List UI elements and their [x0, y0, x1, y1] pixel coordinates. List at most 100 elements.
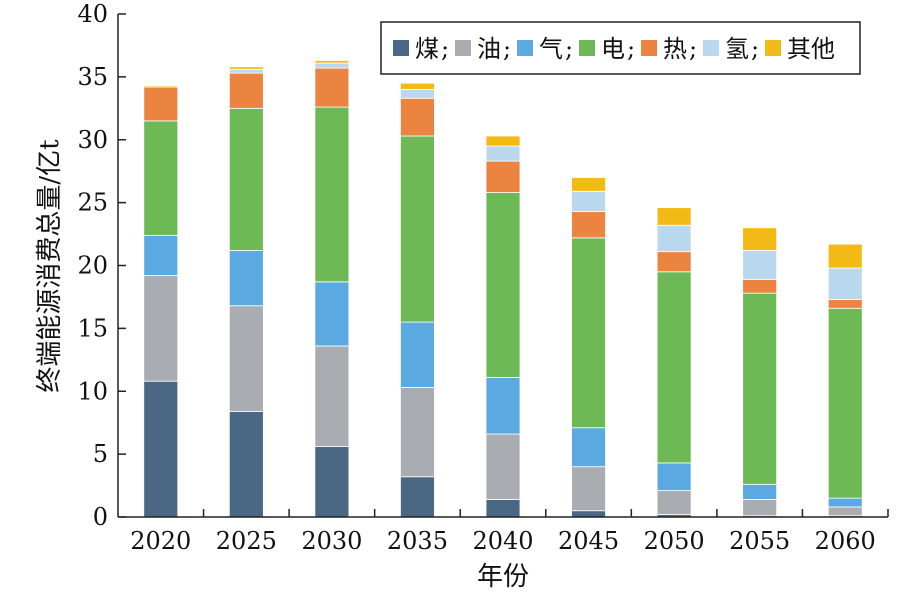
bar-segment-2040-0: [485, 498, 521, 518]
bar-segment-2040-6: [485, 135, 521, 147]
bar-segment-2050-1: [656, 490, 692, 515]
bar-segment-2045-5: [571, 190, 606, 212]
bar-segment-2035-0: [400, 476, 435, 518]
bar-segment-2020-0: [143, 380, 179, 518]
legend-label: 氢: [725, 35, 749, 63]
legend-swatch: [703, 40, 719, 56]
bar-segment-2035-5: [400, 89, 435, 99]
bar-segment-2050-5: [656, 224, 692, 253]
y-axis-ticks: 0 5 10 15 20 25 30 35 40: [77, 0, 126, 531]
bar-segment-2055-4: [742, 278, 778, 294]
y-tick-label: 5: [93, 440, 108, 468]
bar-segment-2040-4: [485, 160, 521, 193]
bar-segment-2050-2: [656, 462, 692, 491]
legend-swatch: [455, 40, 471, 56]
bar-segment-2030-2: [314, 281, 350, 347]
bar-segment-2030-4: [314, 67, 350, 108]
legend-label: 煤: [415, 35, 439, 63]
x-tick-label: 2035: [387, 527, 448, 555]
bar-segment-2020-3: [143, 120, 179, 236]
y-tick-label: 20: [77, 252, 108, 280]
legend-separator: ;: [627, 35, 635, 63]
legend-swatch: [765, 40, 781, 56]
legend-label: 热: [663, 35, 687, 63]
bar-segment-2035-6: [400, 82, 435, 90]
bar-segment-2030-6: [314, 60, 350, 64]
y-tick-label: 40: [77, 0, 108, 28]
y-tick-label: 30: [77, 126, 108, 154]
bar-segment-2020-1: [143, 275, 179, 382]
bar-segment-2040-5: [485, 145, 521, 162]
bar-segment-2030-0: [314, 446, 350, 518]
bar-segment-2040-1: [485, 433, 521, 500]
y-tick-label: 0: [93, 503, 108, 531]
x-tick-label: 2045: [558, 527, 619, 555]
bar-segment-2050-4: [656, 251, 692, 273]
legend-separator: ;: [689, 35, 697, 63]
legend-label: 油: [477, 35, 501, 63]
x-tick-label: 2040: [472, 527, 533, 555]
y-tick-label: 15: [77, 314, 108, 342]
bar-segment-2050-6: [656, 207, 692, 226]
y-tick-label: 35: [77, 63, 108, 91]
bar-segment-2025-0: [228, 410, 264, 518]
x-tick-label: 2025: [216, 527, 277, 555]
bar-segment-2035-3: [400, 135, 435, 323]
bar-segment-2060-1: [827, 506, 863, 517]
bar-segment-2025-3: [228, 107, 264, 251]
legend: 煤; 油; 气; 电; 热; 氢; 其他: [380, 21, 861, 75]
bar-segment-2055-3: [742, 292, 778, 485]
bar-segment-2045-4: [571, 211, 606, 239]
bar-segment-2030-5: [314, 62, 350, 69]
bar-segment-2045-1: [571, 466, 606, 512]
bars-group: [143, 60, 863, 518]
x-tick-label: 2050: [644, 527, 705, 555]
bar-segment-2035-1: [400, 387, 435, 478]
x-tick-label: 2030: [301, 527, 362, 555]
bar-segment-2060-4: [827, 299, 863, 309]
bar-segment-2045-3: [571, 237, 606, 429]
legend-swatch: [579, 40, 595, 56]
bar-segment-2020-6: [143, 85, 179, 88]
y-tick-label: 10: [77, 377, 108, 405]
bar-segment-2060-2: [827, 497, 863, 508]
bar-segment-2025-4: [228, 72, 264, 109]
legend-separator: ;: [565, 35, 573, 63]
bar-segment-2055-6: [742, 227, 778, 251]
bar-segment-2025-5: [228, 68, 264, 74]
x-tick-label: 2055: [729, 527, 790, 555]
bar-segment-2040-2: [485, 377, 521, 435]
bar-segment-2035-2: [400, 321, 435, 388]
legend-label: 电: [601, 35, 625, 63]
bar-segment-2025-1: [228, 305, 264, 412]
bar-segment-2035-4: [400, 97, 435, 137]
bar-segment-2025-2: [228, 250, 264, 307]
y-axis-title: 终端能源消费总量/亿t: [35, 139, 65, 393]
bar-segment-2055-1: [742, 498, 778, 517]
bar-segment-2055-2: [742, 483, 778, 500]
legend-separator: ;: [503, 35, 511, 63]
bar-segment-2060-5: [827, 267, 863, 300]
bar-segment-2060-3: [827, 307, 863, 499]
y-tick-label: 25: [77, 189, 108, 217]
legend-separator: ;: [441, 35, 449, 63]
bar-segment-2025-6: [228, 66, 264, 70]
bar-segment-2060-6: [827, 243, 863, 269]
legend-label: 其他: [787, 35, 835, 63]
x-tick-label: 2020: [130, 527, 191, 555]
legend-swatch: [517, 40, 533, 56]
x-axis-title: 年份: [477, 562, 529, 592]
legend-swatch: [393, 40, 409, 56]
bar-segment-2030-1: [314, 345, 350, 447]
legend-separator: ;: [751, 35, 759, 63]
x-tick-label: 2060: [815, 527, 876, 555]
legend-swatch: [641, 40, 657, 56]
bar-segment-2040-3: [485, 192, 521, 378]
x-axis-ticks: 2020 2025 2030 2035 2040 2045 2050 2055 2060: [130, 509, 889, 555]
bar-segment-2055-5: [742, 250, 778, 280]
bar-segment-2050-3: [656, 271, 692, 464]
bar-segment-2045-0: [571, 510, 606, 518]
legend-label: 气: [539, 35, 563, 63]
bar-segment-2020-4: [143, 86, 179, 122]
